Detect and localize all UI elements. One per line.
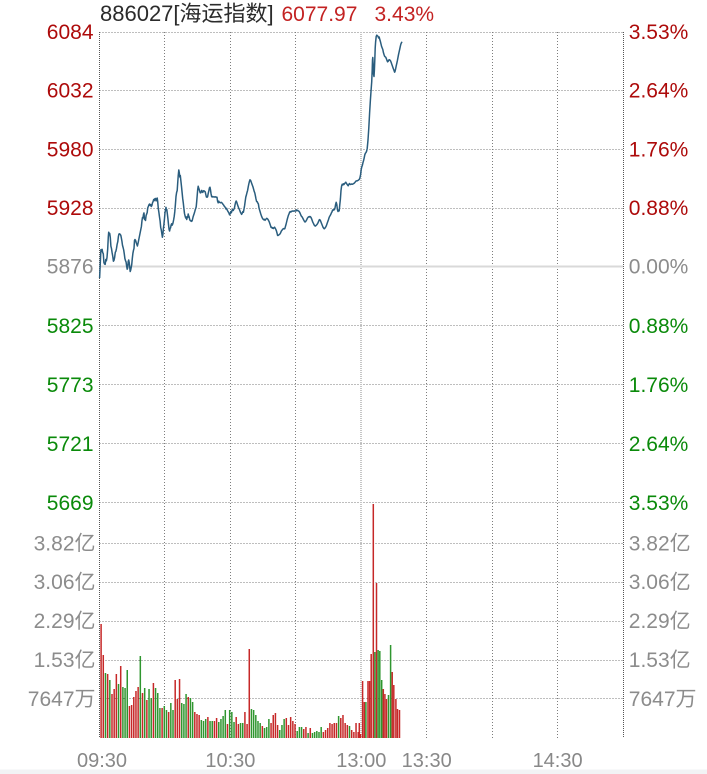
svg-text:5876: 5876 [47,256,94,279]
svg-text:886027[: 886027[ [100,1,180,26]
svg-text:6077.97: 6077.97 [282,3,358,26]
svg-text:3.06: 3.06 [629,571,670,594]
svg-text:5825: 5825 [47,315,94,338]
svg-text:1.76%: 1.76% [629,374,689,397]
svg-text:13:00: 13:00 [336,750,386,772]
svg-text:10:30: 10:30 [205,750,255,772]
svg-text:0.88%: 0.88% [629,197,689,220]
svg-text:14:30: 14:30 [533,750,583,772]
svg-text:1.76%: 1.76% [629,138,689,161]
svg-text:6032: 6032 [47,80,94,103]
svg-text:2.29: 2.29 [629,610,670,633]
svg-text:09:30: 09:30 [77,750,127,772]
svg-text:13:30: 13:30 [402,750,452,772]
svg-text:5669: 5669 [47,492,94,515]
svg-text:6084: 6084 [47,21,94,44]
svg-text:3.82: 3.82 [629,532,670,555]
svg-text:5980: 5980 [47,138,94,161]
svg-text:5721: 5721 [47,433,94,456]
svg-text:1.53: 1.53 [629,649,670,672]
svg-text:7647: 7647 [28,688,75,711]
svg-text:3.06: 3.06 [34,571,75,594]
svg-text:7647: 7647 [629,688,676,711]
svg-text:2.64%: 2.64% [629,433,689,456]
svg-text:3.82: 3.82 [34,532,75,555]
svg-text:0.88%: 0.88% [629,315,689,338]
svg-text:1.53: 1.53 [34,649,75,672]
svg-text:0.00%: 0.00% [629,256,689,279]
svg-text:3.53%: 3.53% [629,21,689,44]
svg-text:3.43%: 3.43% [375,3,435,26]
svg-text:3.53%: 3.53% [629,492,689,515]
svg-text:]: ] [268,1,274,26]
svg-text:2.64%: 2.64% [629,80,689,103]
svg-text:5928: 5928 [47,197,94,220]
svg-text:5773: 5773 [47,374,94,397]
svg-text:2.29: 2.29 [34,610,75,633]
